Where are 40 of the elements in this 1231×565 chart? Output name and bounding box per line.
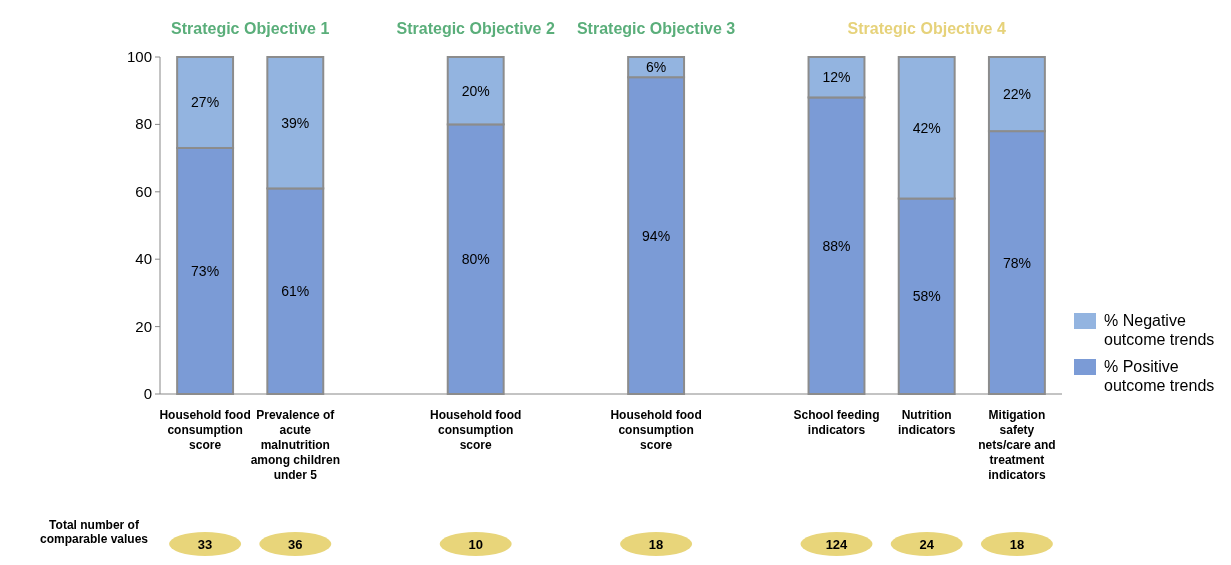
text: Total number of comparable values: [39, 518, 149, 546]
x-tick-label: Prevalence of acute malnutrition among children under 5: [250, 408, 340, 482]
text: Strategic Objective 2: [396, 20, 555, 37]
data-label: 27%: [191, 94, 220, 111]
data-label: 94%: [642, 227, 671, 244]
y-tick-label: 80: [135, 115, 152, 133]
y-tick-label: 100: [126, 48, 152, 65]
data-label: 22%: [1002, 86, 1031, 103]
text: 33: [197, 537, 213, 552]
text: 24: [919, 537, 935, 552]
data-label: 88%: [822, 237, 851, 254]
data-label: 6%: [645, 59, 667, 76]
legend-label: % Negative outcome trends: [1104, 312, 1215, 348]
y-tick-label: 20: [135, 317, 152, 335]
data-label: 39%: [281, 114, 310, 131]
legend-label: % Positive outcome trends: [1104, 358, 1215, 394]
text: 18: [648, 537, 664, 552]
text: Strategic Objective 1: [171, 20, 330, 37]
text: 10: [468, 537, 483, 552]
x-tick-label: Mitigation safety nets/care and treatment indicators: [978, 408, 1056, 482]
data-label: 61%: [281, 283, 310, 300]
y-tick-label: 40: [135, 250, 152, 268]
x-tick-label: Nutrition indicators: [898, 408, 956, 437]
text: Strategic Objective 3: [576, 20, 736, 37]
text: 36: [288, 537, 303, 552]
data-label: 20%: [461, 82, 490, 99]
x-tick-label: School feeding indicators: [793, 408, 880, 437]
text: 124: [825, 537, 849, 552]
y-tick-label: 0: [143, 385, 152, 402]
data-label: 42%: [912, 119, 941, 136]
y-tick-label: 60: [135, 182, 152, 200]
data-label: 12%: [822, 69, 851, 86]
x-tick-label: Household food consumption score: [430, 408, 522, 452]
x-tick-label: Household food consumption score: [610, 408, 702, 452]
data-label: 58%: [912, 288, 941, 305]
data-label: 73%: [191, 262, 220, 279]
text: Strategic Objective 4: [847, 20, 1006, 37]
text: 18: [1009, 537, 1025, 552]
data-label: 78%: [1002, 254, 1031, 271]
data-label: 80%: [461, 251, 490, 268]
